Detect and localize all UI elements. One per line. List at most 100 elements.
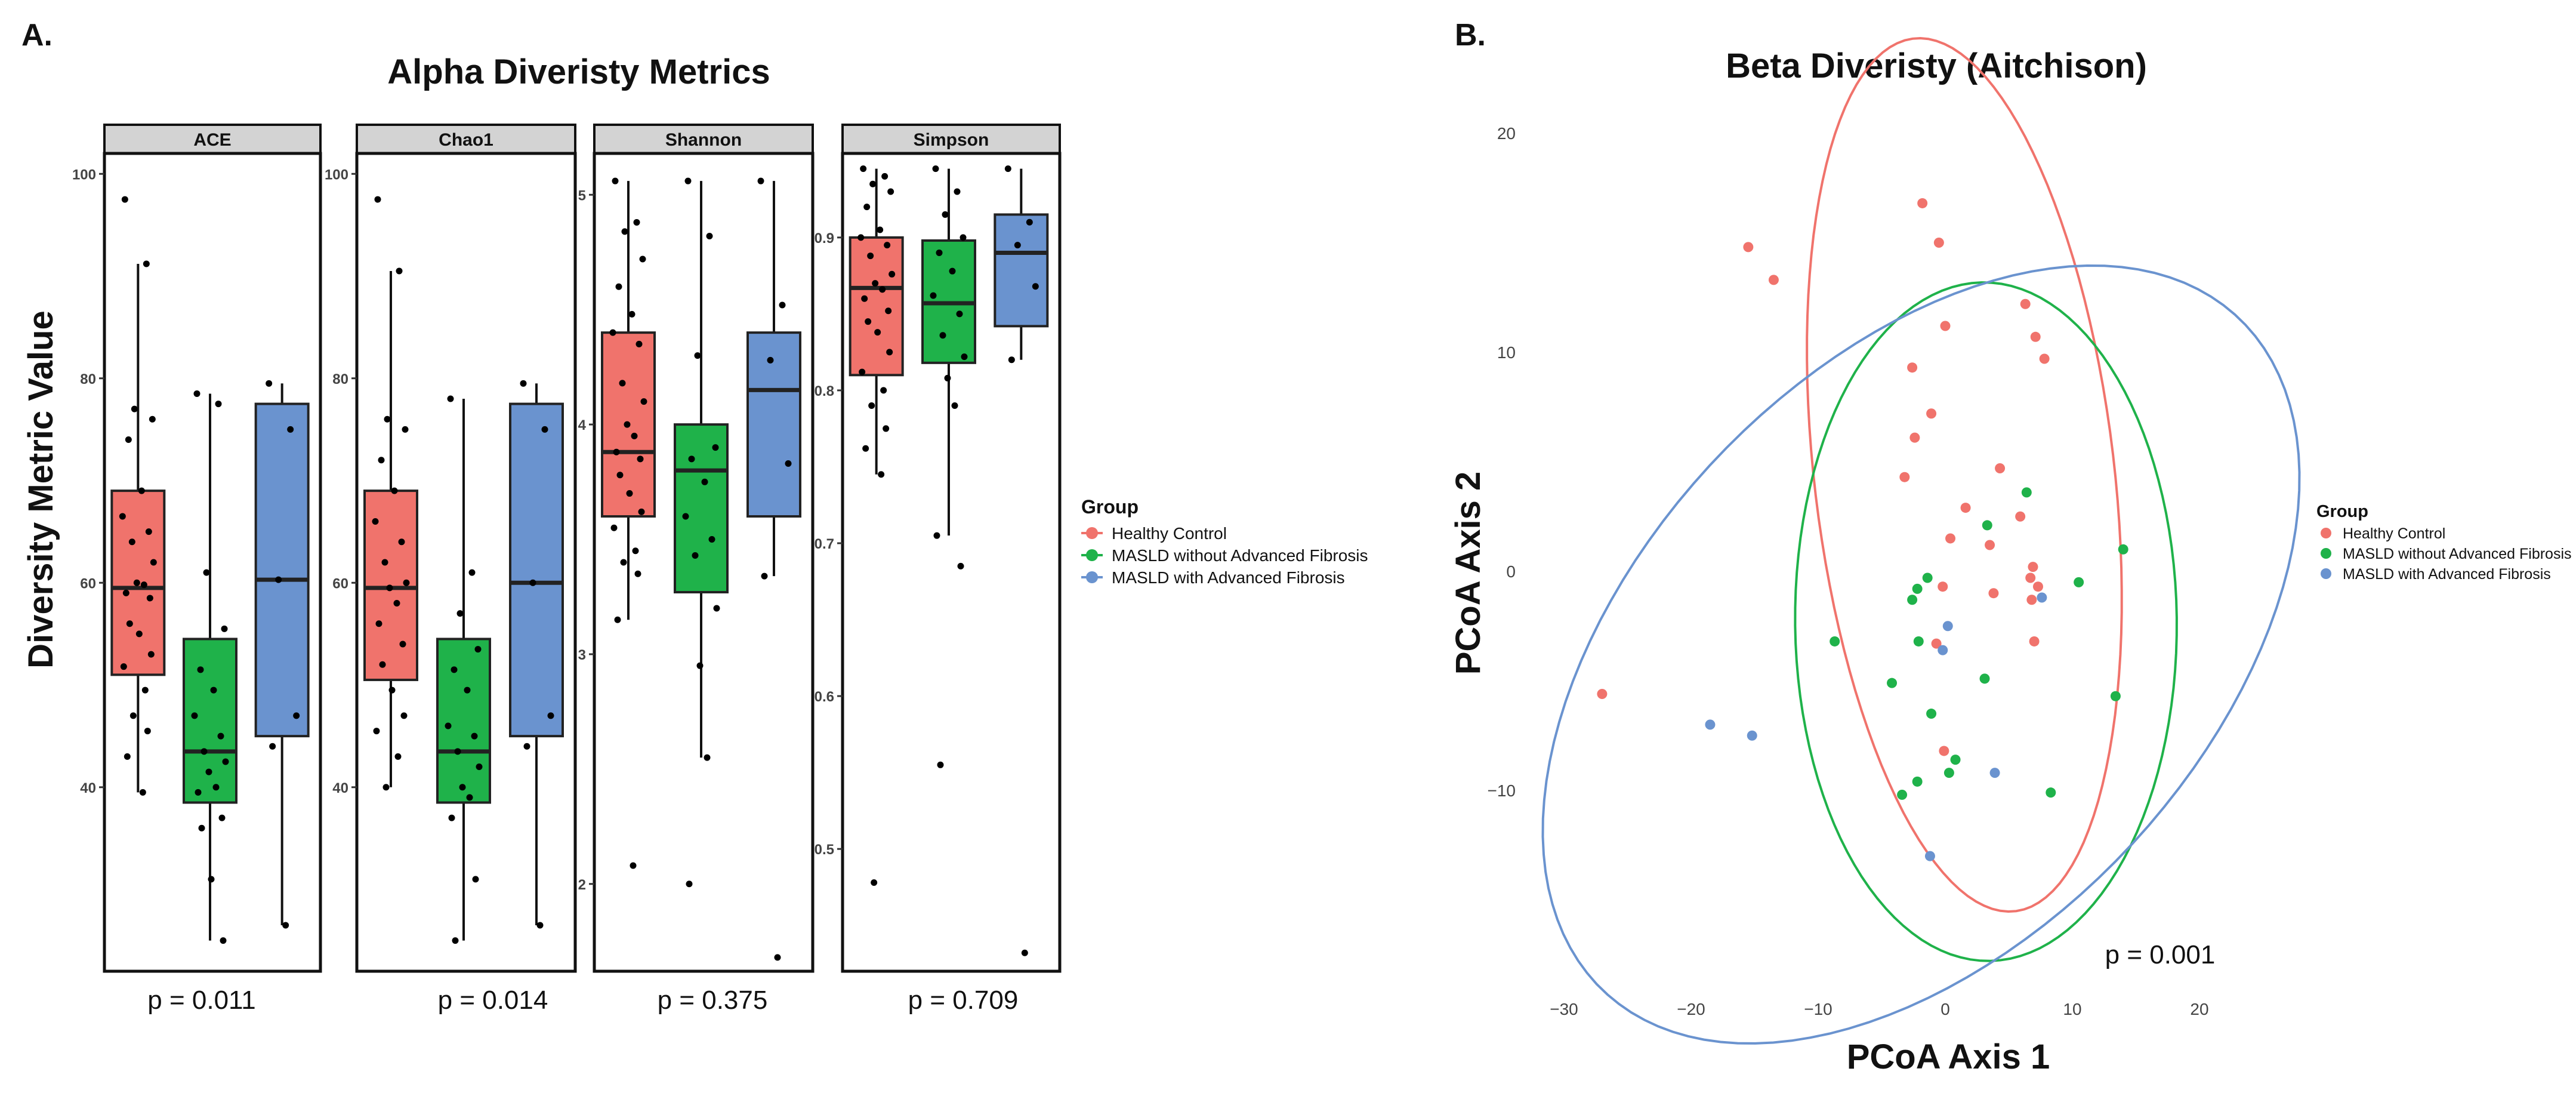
pcoa-point-healthy (1926, 408, 1937, 419)
shannon-point-healthy (612, 177, 619, 184)
shannon-point-healthy (628, 310, 635, 318)
pcoa-point-healthy (2028, 562, 2038, 572)
pcoa-point-no-fibrosis (1913, 636, 1924, 646)
chao1-y-tick-label: 60 (332, 575, 348, 592)
ace-point-fibrosis (269, 743, 276, 750)
simpson-y-tick-label: 0.9 (815, 230, 834, 247)
facet-strip-simpson (841, 124, 1061, 155)
shannon-point-healthy (639, 255, 646, 263)
pcoa-point-healthy (1899, 472, 1910, 482)
ace-point-fibrosis (282, 922, 289, 929)
ace-point-healthy (119, 513, 126, 520)
pcoa-point-healthy (2020, 298, 2031, 309)
facet-strip-shannon (593, 124, 814, 155)
simpson-point-no-fibrosis (937, 761, 944, 768)
simpson-point-fibrosis (1032, 283, 1039, 290)
facet-simpson: Simpson 0.5 0.6 0.7 0.8 0.9 p = 0.709 (815, 124, 1062, 1015)
panel-b-title: Beta Diveristy (Aitchison) (1726, 47, 2147, 85)
legend-b-label-healthy: Healthy Control (2343, 525, 2445, 542)
pcoa-point-healthy (1933, 238, 1944, 248)
ace-point-healthy (125, 436, 132, 443)
ace-point-no-fibrosis (193, 390, 200, 397)
ace-point-healthy (128, 538, 135, 546)
shannon-point-healthy (613, 448, 620, 455)
pcoa-point-no-fibrosis (1979, 673, 1990, 684)
ace-point-no-fibrosis (195, 789, 202, 796)
chao1-point-healthy (381, 559, 388, 566)
shannon-point-fibrosis (761, 572, 768, 580)
p-value-chao1: p = 0.014 (438, 986, 548, 1015)
chao1-point-healthy (391, 487, 398, 494)
pcoa-point-healthy (1907, 362, 1918, 373)
simpson-point-no-fibrosis (942, 211, 949, 218)
chao1-point-healthy (386, 584, 393, 592)
pcoa-point-healthy (2015, 511, 2026, 522)
shannon-point-healthy (619, 380, 626, 387)
ace-box-fibrosis (254, 402, 310, 738)
pcoa-point-healthy (1597, 689, 1608, 700)
legend-b-title: Group (2316, 502, 2368, 521)
shannon-point-no-fibrosis (694, 352, 701, 359)
ace-point-healthy (147, 651, 155, 658)
p-value-ace: p = 0.011 (147, 986, 255, 1015)
ace-point-healthy (133, 579, 140, 586)
simpson-point-healthy (889, 270, 896, 278)
ace-point-fibrosis (266, 380, 273, 387)
shannon-point-healthy (621, 228, 628, 235)
chao1-point-no-fibrosis (464, 686, 471, 694)
facet-chao1: Chao1 40 60 80 100 p = 0.014 (325, 124, 577, 1015)
pcoa-point-healthy (2025, 572, 2036, 583)
simpson-point-healthy (886, 349, 893, 356)
boxplots-simpson (849, 165, 1049, 956)
pcoa-ellipse-no-fibrosis (1794, 281, 2178, 962)
pcoa-point-healthy (1768, 275, 1779, 285)
pcoa-point-fibrosis (1747, 730, 1757, 741)
panel-b: B. Beta Diveristy (Aitchison) PCoA Axis … (1449, 18, 2572, 1076)
pcoa-x-tick-label: −10 (1804, 1000, 1832, 1018)
simpson-point-fibrosis (1004, 165, 1011, 173)
chao1-y-tick-label: 40 (332, 780, 348, 796)
facet-title-chao1: Chao1 (439, 130, 493, 150)
shannon-point-no-fibrosis (713, 605, 720, 612)
simpson-point-fibrosis (1021, 949, 1028, 956)
shannon-y-tick-label: 4 (578, 417, 587, 433)
ace-point-fibrosis (275, 576, 282, 583)
y-ticks-simpson: 0.5 0.6 0.7 0.8 0.9 (815, 230, 843, 858)
simpson-point-no-fibrosis (960, 234, 967, 241)
pcoa-point-no-fibrosis (1907, 595, 1918, 605)
pcoa-point-no-fibrosis (1943, 768, 1954, 778)
chao1-point-no-fibrosis (448, 814, 455, 821)
chao1-point-no-fibrosis (471, 732, 478, 740)
simpson-point-no-fibrosis (956, 310, 963, 318)
pcoa-point-no-fibrosis (1830, 636, 1840, 646)
shannon-point-healthy (614, 616, 621, 623)
shannon-y-tick-label: 3 (578, 647, 586, 663)
pcoa-point-no-fibrosis (2021, 487, 2032, 498)
simpson-y-tick-label: 0.8 (815, 383, 834, 399)
chao1-point-fibrosis (547, 712, 554, 719)
ace-point-healthy (129, 712, 137, 719)
simpson-point-no-fibrosis (961, 353, 968, 361)
chao1-point-no-fibrosis (459, 784, 466, 791)
chao1-point-healthy (399, 641, 406, 648)
shannon-point-healthy (616, 472, 624, 479)
pcoa-ellipse-healthy (1806, 36, 2123, 913)
simpson-point-healthy (878, 471, 885, 478)
chao1-box-fibrosis (509, 402, 564, 738)
chao1-point-no-fibrosis (468, 569, 476, 576)
pcoa-y-tick-label: 20 (1497, 124, 1516, 143)
chao1-point-healthy (382, 784, 390, 791)
simpson-point-no-fibrosis (936, 249, 943, 256)
simpson-point-no-fibrosis (949, 267, 956, 275)
shannon-point-no-fibrosis (706, 233, 713, 240)
panel-a-label: A. (21, 18, 53, 53)
ace-point-no-fibrosis (220, 937, 227, 944)
ace-point-healthy (138, 487, 145, 494)
shannon-point-no-fibrosis (684, 177, 692, 184)
chao1-point-healthy (375, 620, 382, 627)
simpson-box-healthy (849, 236, 904, 377)
legend-a-title: Group (1081, 496, 1139, 518)
pcoa-point-no-fibrosis (1897, 789, 1908, 800)
shannon-y-tick-label: 2 (578, 877, 586, 893)
pcoa-point-healthy (1985, 540, 1995, 550)
